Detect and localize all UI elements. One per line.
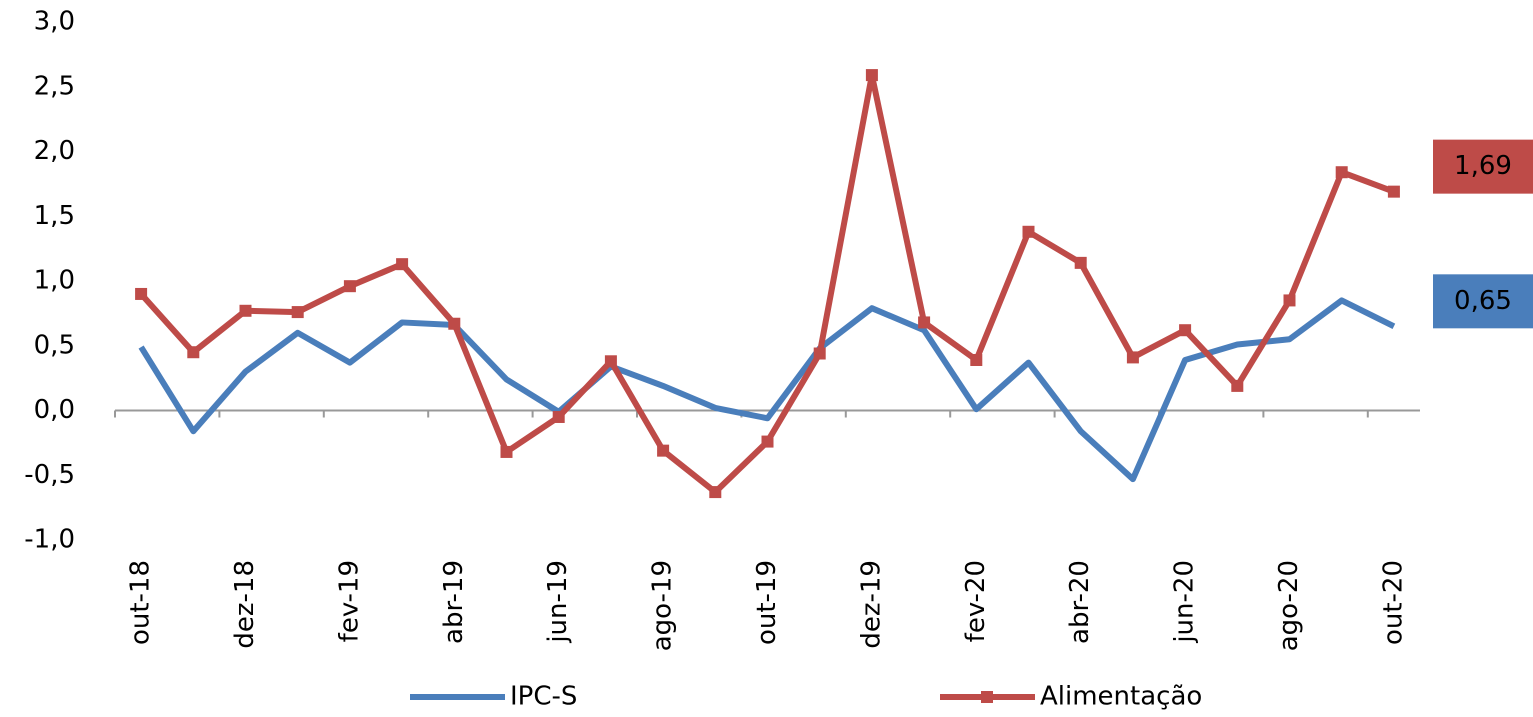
series-marker — [709, 486, 722, 499]
x-tick-label: out-19 — [752, 560, 782, 645]
series-marker — [1126, 351, 1139, 364]
y-tick-label: 2,0 — [34, 136, 75, 166]
series-marker — [187, 346, 200, 359]
series-marker — [1387, 185, 1400, 198]
series-marker — [1022, 225, 1035, 238]
y-tick-label: -1,0 — [24, 525, 75, 555]
series-marker — [343, 280, 356, 293]
series-marker — [1283, 294, 1296, 307]
y-tick-label: 1,5 — [34, 201, 75, 231]
end-label-box — [1433, 274, 1533, 329]
y-tick-label: 3,0 — [34, 7, 75, 37]
series-line — [138, 297, 1396, 483]
series-marker — [865, 69, 878, 82]
y-tick-label: 1,0 — [34, 266, 75, 296]
series-marker — [500, 445, 513, 458]
x-tick-label: out-20 — [1378, 560, 1408, 645]
legend-label: Alimentação — [1040, 682, 1202, 712]
x-tick-label: abr-19 — [439, 560, 469, 644]
legend-label: IPC-S — [510, 682, 577, 712]
y-tick-label: 2,5 — [34, 71, 75, 101]
x-tick-label: fev-19 — [334, 560, 364, 642]
end-label-box — [1433, 139, 1533, 194]
series-marker — [813, 347, 826, 360]
series-line — [138, 72, 1395, 496]
series-marker — [918, 316, 931, 329]
x-tick-label: jun-20 — [1170, 560, 1200, 644]
series-marker — [291, 306, 304, 319]
series-marker — [396, 258, 409, 271]
series-marker — [1074, 256, 1087, 269]
series-marker — [1335, 166, 1348, 179]
x-tick-label: dez-19 — [856, 560, 886, 649]
series-marker — [239, 304, 252, 317]
series-marker — [761, 435, 774, 448]
series-marker — [1179, 324, 1192, 337]
series-marker — [135, 287, 148, 300]
series-marker — [657, 444, 670, 457]
x-tick-label: fev-20 — [961, 560, 991, 642]
legend-marker — [981, 691, 993, 703]
series-marker — [970, 353, 983, 366]
series-marker — [1231, 379, 1244, 392]
x-tick-label: ago-20 — [1274, 560, 1304, 651]
y-tick-label: -0,5 — [24, 460, 75, 490]
x-tick-label: abr-20 — [1065, 560, 1095, 644]
y-tick-label: 0,5 — [34, 330, 75, 360]
series-marker — [604, 355, 617, 368]
y-tick-label: 0,0 — [34, 395, 75, 425]
end-label: 0,65 — [1454, 286, 1512, 316]
x-tick-label: ago-19 — [648, 560, 678, 651]
x-tick-label: out-18 — [126, 560, 156, 645]
series-marker — [552, 410, 565, 423]
x-tick-label: jun-19 — [543, 560, 573, 644]
series-marker — [448, 317, 461, 330]
x-tick-label: dez-18 — [230, 560, 260, 649]
end-label: 1,69 — [1454, 151, 1512, 181]
